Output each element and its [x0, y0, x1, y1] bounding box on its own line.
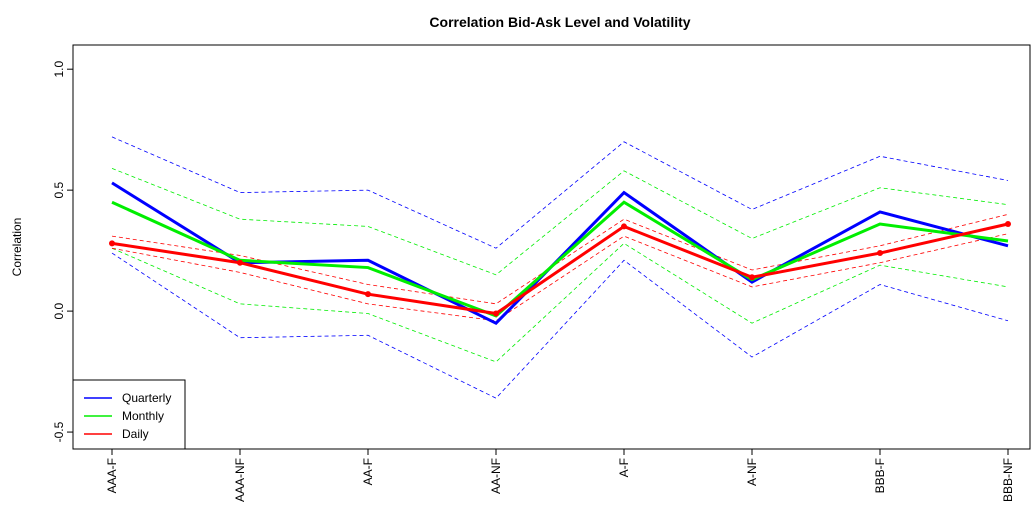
x-tick-label: AAA-F — [105, 458, 119, 493]
series-line — [111, 222, 1009, 316]
plot-frame — [72, 44, 1031, 450]
upper-band — [111, 168, 1009, 276]
lower-band — [111, 242, 1009, 363]
legend-label: Daily — [122, 427, 149, 441]
y-tick-label: -0.5 — [52, 421, 66, 442]
y-axis-label: Correlation — [10, 218, 24, 277]
x-tick-label: AA-NF — [489, 458, 503, 494]
y-tick-label: 0.0 — [52, 302, 66, 319]
x-tick-label: A-NF — [745, 458, 759, 486]
series-line — [111, 200, 1009, 318]
point — [877, 250, 883, 257]
y-tick-label: 1.0 — [52, 61, 66, 78]
legend-label: Quarterly — [122, 391, 171, 405]
point — [365, 291, 371, 298]
point — [109, 240, 115, 247]
x-tick-label: AA-F — [361, 458, 375, 485]
y-tick-label: 0.5 — [52, 181, 66, 198]
point — [237, 259, 243, 266]
point — [493, 310, 499, 317]
point — [1005, 221, 1011, 228]
x-tick-label: BBB-NF — [1001, 458, 1015, 502]
legend-label: Monthly — [122, 409, 164, 423]
point — [749, 274, 755, 281]
point — [621, 223, 627, 230]
chart-title: Correlation Bid-Ask Level and Volatility — [429, 14, 690, 30]
x-tick-label: A-F — [617, 458, 631, 477]
x-tick-label: AAA-NF — [233, 458, 247, 502]
legend-box — [72, 379, 186, 450]
upper-band — [111, 136, 1009, 249]
lower-band — [111, 252, 1009, 399]
x-tick-label: BBB-F — [873, 458, 887, 493]
